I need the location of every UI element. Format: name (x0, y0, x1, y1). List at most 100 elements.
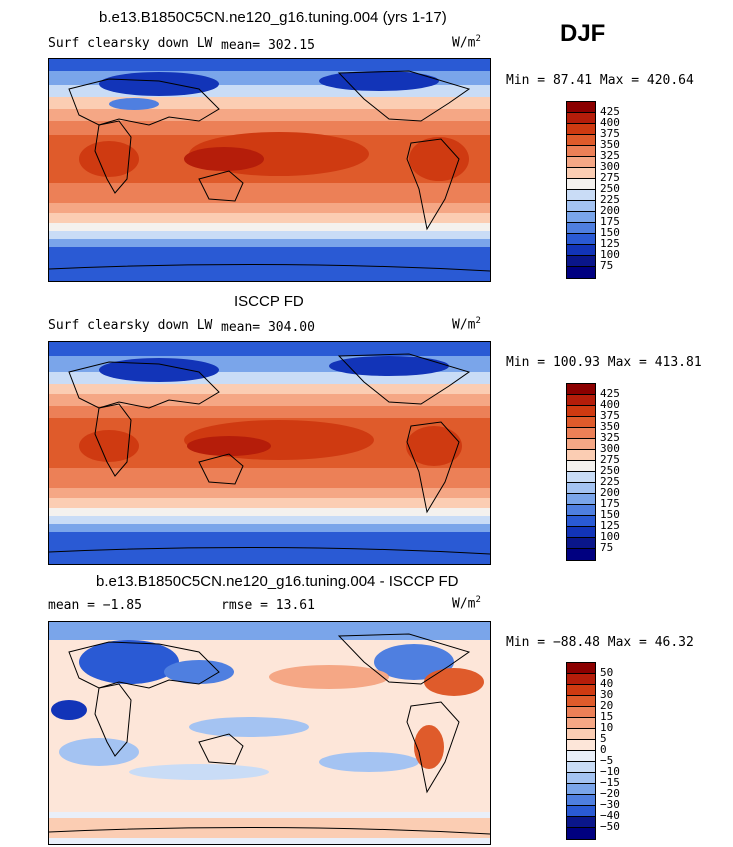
panel-1-map (48, 58, 491, 282)
colorbar-tick-label: 175 (600, 215, 620, 228)
colorbar-swatch (567, 124, 595, 135)
colorbar-swatch (567, 146, 595, 157)
panel-2-mean-label: mean= 304.00 (221, 320, 315, 335)
panel-3-title: b.e13.B1850C5CN.ne120_g16.tuning.004 - I… (96, 573, 459, 590)
colorbar-tick-label: 5 (600, 732, 607, 745)
colorbar-swatch (567, 179, 595, 190)
panel-1-units: W/m2 (452, 34, 481, 51)
colorbar-tick-label: 75 (600, 259, 614, 272)
colorbar-swatch (567, 384, 595, 395)
colorbar-tick-label: −10 (600, 765, 620, 778)
colorbar-swatch (567, 762, 595, 773)
colorbar-swatch (567, 472, 595, 483)
colorbar-swatch (567, 806, 595, 817)
colorbar-tick-label: 175 (600, 497, 620, 510)
colorbar-tick-label: −50 (600, 820, 620, 833)
colorbar-tick-label: 400 (600, 398, 620, 411)
colorbar-swatch (567, 190, 595, 201)
colorbar-tick-label: 375 (600, 409, 620, 422)
colorbar-tick-label: 30 (600, 688, 614, 701)
colorbar-tick-label: −40 (600, 809, 620, 822)
colorbar-swatch (567, 696, 595, 707)
colorbar-tick-label: −5 (600, 754, 614, 767)
colorbar-swatch (567, 549, 595, 560)
colorbar-tick-label: 425 (600, 387, 620, 400)
panel-2-map-field (49, 342, 490, 564)
colorbar-tick-label: 15 (600, 710, 614, 723)
colorbar-swatch (567, 674, 595, 685)
colorbar-tick-label: 125 (600, 237, 620, 250)
colorbar-tick-label: 300 (600, 442, 620, 455)
colorbar-tick-label: 325 (600, 431, 620, 444)
colorbar-swatch (567, 718, 595, 729)
colorbar-swatch (567, 223, 595, 234)
colorbar-swatch (567, 729, 595, 740)
colorbar-swatch (567, 395, 595, 406)
panel-3-minmax: Min = −88.48 Max = 46.32 (506, 635, 694, 650)
panel-2-units: W/m2 (452, 316, 481, 333)
colorbar-swatch (567, 538, 595, 549)
colorbar-swatch (567, 245, 595, 256)
panel-3-colorbar (566, 662, 596, 840)
colorbar-tick-label: 40 (600, 677, 614, 690)
colorbar-tick-label: −30 (600, 798, 620, 811)
colorbar-swatch (567, 494, 595, 505)
panel-3-map-field (49, 622, 490, 844)
panel-3-units: W/m2 (452, 595, 481, 612)
colorbar-swatch (567, 663, 595, 674)
colorbar-tick-label: 250 (600, 464, 620, 477)
panel-1-mean-label: mean= 302.15 (221, 38, 315, 53)
colorbar-swatch (567, 751, 595, 762)
panel-1-map-field (49, 59, 490, 281)
colorbar-swatch (567, 406, 595, 417)
colorbar-tick-label: 350 (600, 420, 620, 433)
colorbar-swatch (567, 685, 595, 696)
panel-2-colorbar (566, 383, 596, 561)
colorbar-swatch (567, 212, 595, 223)
colorbar-tick-label: 150 (600, 508, 620, 521)
colorbar-swatch (567, 740, 595, 751)
colorbar-tick-label: 225 (600, 193, 620, 206)
colorbar-tick-label: 0 (600, 743, 607, 756)
colorbar-swatch (567, 135, 595, 146)
colorbar-swatch (567, 516, 595, 527)
panel-2-title: ISCCP FD (234, 293, 304, 310)
panel-2-map (48, 341, 491, 565)
panel-1-colorbar (566, 101, 596, 279)
colorbar-swatch (567, 828, 595, 839)
colorbar-swatch (567, 417, 595, 428)
colorbar-tick-label: 200 (600, 486, 620, 499)
colorbar-swatch (567, 102, 595, 113)
colorbar-swatch (567, 234, 595, 245)
colorbar-swatch (567, 256, 595, 267)
colorbar-swatch (567, 773, 595, 784)
colorbar-swatch (567, 113, 595, 124)
colorbar-swatch (567, 795, 595, 806)
colorbar-swatch (567, 439, 595, 450)
colorbar-swatch (567, 817, 595, 828)
panel-3-map (48, 621, 491, 845)
panel-3-rmse-label: rmse = 13.61 (221, 598, 315, 613)
colorbar-swatch (567, 428, 595, 439)
colorbar-tick-label: 100 (600, 530, 620, 543)
panel-2-minmax: Min = 100.93 Max = 413.81 (506, 355, 702, 370)
colorbar-tick-label: 400 (600, 116, 620, 129)
panel-3-mean-label: mean = −1.85 (48, 598, 142, 613)
colorbar-tick-label: 275 (600, 453, 620, 466)
colorbar-tick-label: 75 (600, 541, 614, 554)
colorbar-tick-label: 10 (600, 721, 614, 734)
colorbar-tick-label: 200 (600, 204, 620, 217)
colorbar-swatch (567, 450, 595, 461)
colorbar-swatch (567, 784, 595, 795)
colorbar-swatch (567, 168, 595, 179)
colorbar-swatch (567, 707, 595, 718)
colorbar-tick-label: 250 (600, 182, 620, 195)
colorbar-tick-label: 225 (600, 475, 620, 488)
colorbar-swatch (567, 505, 595, 516)
colorbar-tick-label: 50 (600, 666, 614, 679)
colorbar-tick-label: 275 (600, 171, 620, 184)
panel-1-minmax: Min = 87.41 Max = 420.64 (506, 73, 694, 88)
panel-2-variable-label: Surf clearsky down LW (48, 318, 213, 333)
colorbar-tick-label: −15 (600, 776, 620, 789)
colorbar-swatch (567, 461, 595, 472)
